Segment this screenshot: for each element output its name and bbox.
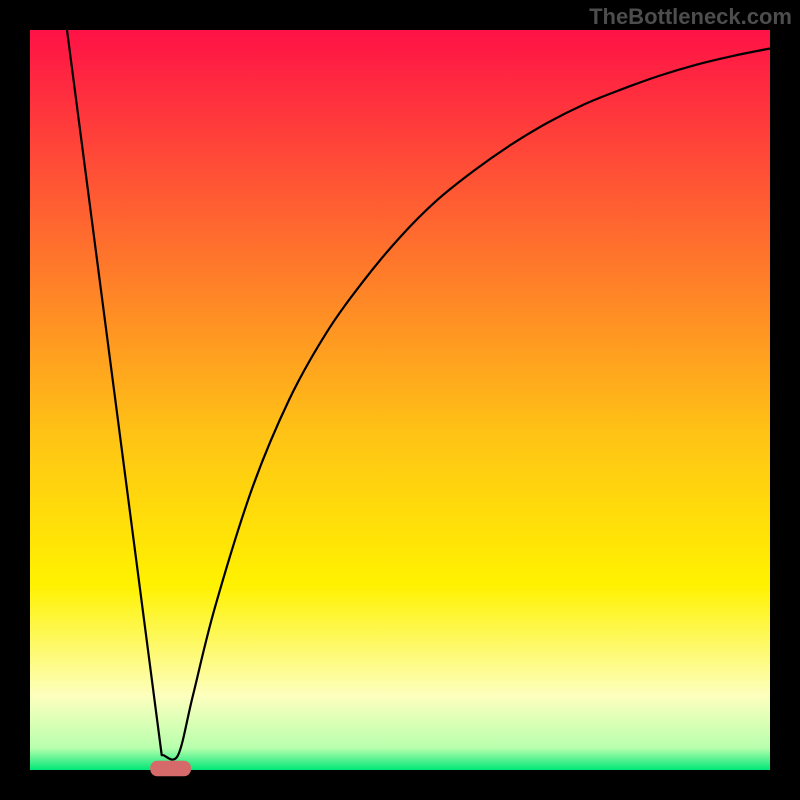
optimum-marker [150,761,191,777]
chart-container: TheBottleneck.com [0,0,800,800]
chart-svg [0,0,800,800]
plot-background [30,30,770,770]
watermark-text: TheBottleneck.com [589,4,792,30]
